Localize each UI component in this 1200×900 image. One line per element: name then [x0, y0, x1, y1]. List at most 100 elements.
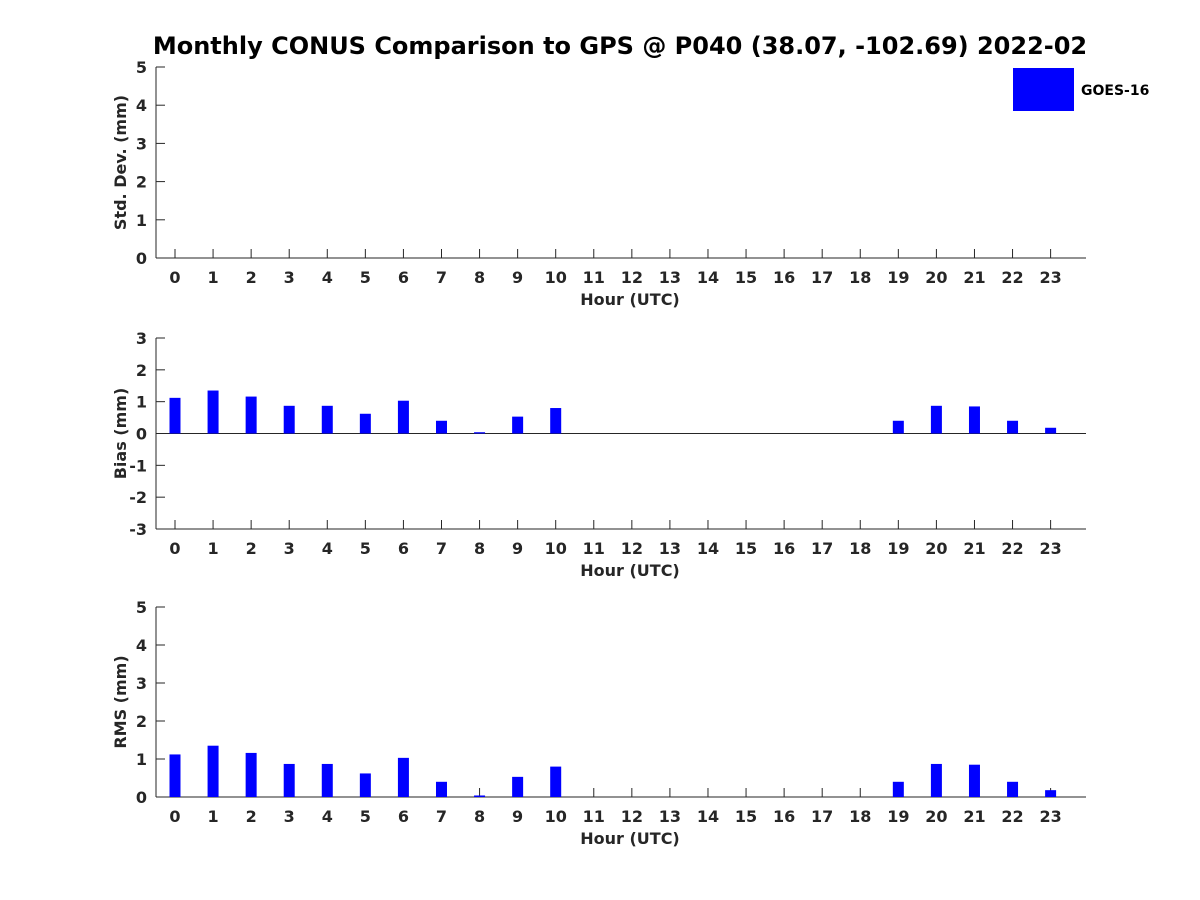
chart-title: Monthly CONUS Comparison to GPS @ P040 (… — [153, 32, 1087, 60]
x-tick-label: 9 — [512, 807, 523, 826]
x-tick-label: 11 — [583, 539, 605, 558]
x-tick-label: 8 — [474, 539, 485, 558]
bar-hour-7 — [435, 420, 447, 434]
x-tick-label: 3 — [284, 807, 295, 826]
x-tick-label: 18 — [849, 539, 871, 558]
x-tick-label: 20 — [925, 807, 947, 826]
y-tick-label: 5 — [136, 598, 147, 617]
y-tick-label: 1 — [136, 211, 147, 230]
x-tick-label: 12 — [621, 268, 643, 287]
bar-hour-10 — [550, 408, 562, 434]
x-tick-label: 23 — [1039, 268, 1061, 287]
y-tick-label: 0 — [136, 249, 147, 268]
bar-hour-3 — [283, 763, 295, 797]
x-tick-label: 1 — [207, 807, 218, 826]
x-axis-label: Hour (UTC) — [580, 561, 680, 580]
x-tick-label: 21 — [963, 807, 985, 826]
y-tick-label: 3 — [136, 674, 147, 693]
bar-hour-20 — [930, 763, 942, 797]
x-tick-label: 14 — [697, 807, 719, 826]
y-tick-label: 1 — [136, 393, 147, 412]
x-tick-label: 6 — [398, 807, 409, 826]
x-tick-label: 12 — [621, 539, 643, 558]
bar-hour-5 — [359, 773, 371, 797]
x-tick-label: 16 — [773, 268, 795, 287]
bar-hour-21 — [968, 764, 980, 797]
bar-hour-8 — [474, 432, 486, 434]
bar-hour-4 — [321, 405, 333, 434]
x-tick-label: 19 — [887, 807, 909, 826]
x-tick-label: 1 — [207, 539, 218, 558]
y-tick-label: 4 — [136, 636, 147, 655]
x-tick-label: 4 — [322, 268, 333, 287]
x-tick-label: 2 — [246, 539, 257, 558]
bar-hour-23 — [1045, 790, 1057, 797]
x-tick-label: 13 — [659, 268, 681, 287]
legend-label: GOES-16 — [1081, 83, 1149, 99]
x-tick-label: 5 — [360, 807, 371, 826]
x-tick-label: 22 — [1001, 807, 1023, 826]
x-tick-label: 0 — [169, 807, 180, 826]
x-tick-label: 22 — [1001, 268, 1023, 287]
bar-hour-3 — [283, 405, 295, 434]
y-tick-label: 0 — [136, 788, 147, 807]
y-tick-label: 4 — [136, 96, 147, 115]
x-tick-label: 10 — [545, 539, 567, 558]
x-tick-label: 10 — [545, 807, 567, 826]
x-tick-label: 5 — [360, 539, 371, 558]
x-tick-label: 23 — [1039, 807, 1061, 826]
x-axis-label: Hour (UTC) — [580, 829, 680, 848]
y-tick-label: 2 — [136, 173, 147, 192]
bar-hour-22 — [1007, 781, 1019, 797]
x-tick-label: 4 — [322, 807, 333, 826]
bar-hour-5 — [359, 413, 371, 434]
x-tick-label: 21 — [963, 539, 985, 558]
y-tick-label: 2 — [136, 361, 147, 380]
y-tick-label: 5 — [136, 58, 147, 77]
legend: GOES-16 — [1013, 68, 1149, 111]
x-tick-label: 2 — [246, 268, 257, 287]
x-tick-label: 17 — [811, 268, 833, 287]
bar-hour-21 — [968, 406, 980, 434]
bar-hour-2 — [245, 752, 257, 797]
x-tick-label: 11 — [583, 268, 605, 287]
x-tick-label: 0 — [169, 539, 180, 558]
bar-hour-2 — [245, 396, 257, 434]
bar-hour-7 — [435, 781, 447, 797]
x-tick-label: 17 — [811, 807, 833, 826]
x-axis-label: Hour (UTC) — [580, 290, 680, 309]
bar-hour-19 — [892, 781, 904, 797]
bar-hour-9 — [512, 776, 524, 797]
bar-hour-8 — [474, 795, 486, 797]
x-tick-label: 13 — [659, 539, 681, 558]
x-tick-label: 1 — [207, 268, 218, 287]
y-tick-label: 1 — [136, 750, 147, 769]
x-tick-label: 6 — [398, 268, 409, 287]
x-tick-label: 15 — [735, 539, 757, 558]
bar-hour-0 — [169, 754, 181, 797]
bar-hour-10 — [550, 766, 562, 797]
y-tick-label: 2 — [136, 712, 147, 731]
bar-hour-1 — [207, 390, 219, 434]
bar-hour-19 — [892, 420, 904, 434]
x-tick-label: 17 — [811, 539, 833, 558]
x-tick-label: 19 — [887, 268, 909, 287]
bar-hour-22 — [1007, 420, 1019, 434]
x-tick-label: 7 — [436, 539, 447, 558]
y-axis-label: Bias (mm) — [111, 388, 130, 480]
x-tick-label: 14 — [697, 268, 719, 287]
y-tick-label: -2 — [129, 488, 147, 507]
x-tick-label: 10 — [545, 268, 567, 287]
legend-swatch — [1013, 68, 1074, 111]
x-tick-label: 14 — [697, 539, 719, 558]
y-tick-label: 3 — [136, 329, 147, 348]
y-axis-label: RMS (mm) — [111, 655, 130, 748]
x-tick-label: 23 — [1039, 539, 1061, 558]
x-tick-label: 0 — [169, 268, 180, 287]
y-tick-label: 0 — [136, 425, 147, 444]
x-tick-label: 8 — [474, 268, 485, 287]
x-tick-label: 16 — [773, 807, 795, 826]
x-tick-label: 4 — [322, 539, 333, 558]
